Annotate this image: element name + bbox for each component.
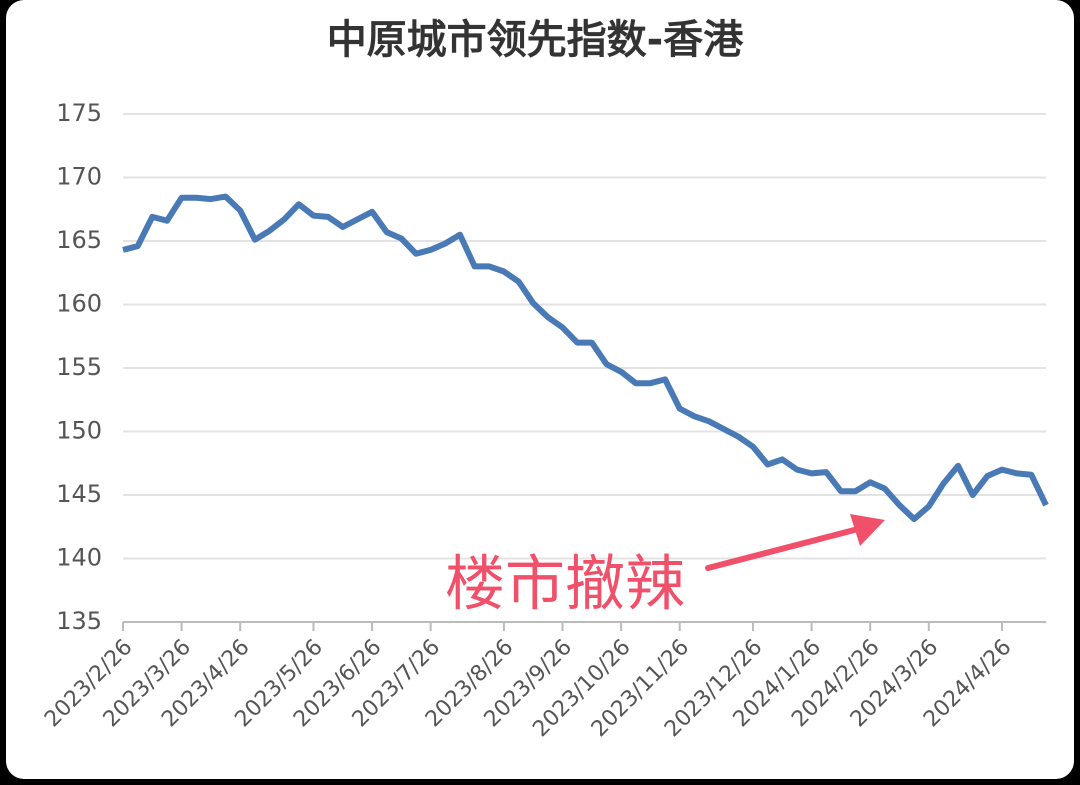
arrow-head bbox=[850, 514, 885, 546]
annotation: 楼市撤辣 bbox=[445, 550, 685, 620]
y-tick-label: 155 bbox=[56, 353, 102, 381]
y-tick-label: 140 bbox=[56, 544, 102, 572]
y-tick-label: 160 bbox=[56, 290, 102, 318]
y-tick-label: 135 bbox=[56, 607, 102, 635]
screen bbox=[6, 0, 1074, 779]
y-tick-label: 170 bbox=[56, 163, 102, 191]
y-tick-label: 165 bbox=[56, 226, 102, 254]
y-tick-label: 145 bbox=[56, 480, 102, 508]
y-tick-label: 175 bbox=[56, 99, 102, 127]
chart-title: 中原城市领先指数-香港 bbox=[327, 17, 745, 63]
arrow-shaft bbox=[705, 525, 865, 571]
y-tick-label: 150 bbox=[56, 417, 102, 445]
line bbox=[122, 193, 1049, 523]
